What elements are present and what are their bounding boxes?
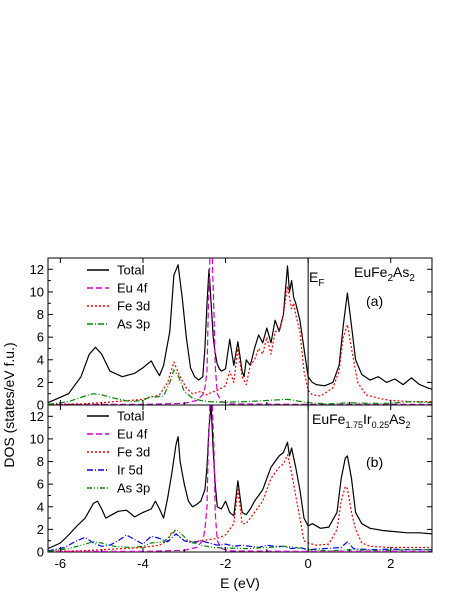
y-tick-label: 4 xyxy=(37,499,44,514)
series-line-as-3p xyxy=(48,528,432,552)
y-tick-label: 0 xyxy=(37,545,44,560)
y-tick-label: 8 xyxy=(37,307,44,322)
panel-b-label: (b) xyxy=(366,454,383,470)
y-tick-label: 10 xyxy=(30,431,44,446)
y-tick-label: 2 xyxy=(37,522,44,537)
legend-label-fe-3d: Fe 3d xyxy=(117,445,150,460)
series-line-ir-5d xyxy=(48,533,432,552)
y-tick-label: 12 xyxy=(30,262,44,277)
x-tick-label: 2 xyxy=(387,556,394,571)
y-tick-label: 6 xyxy=(37,477,44,492)
y-tick-label: 2 xyxy=(37,375,44,390)
x-axis-title: E (eV) xyxy=(220,575,260,591)
panel-a-frame xyxy=(47,257,433,406)
legend-label-eu-4f: Eu 4f xyxy=(117,427,148,442)
series-line-as-3p xyxy=(48,369,432,405)
legend-label-eu-4f: Eu 4f xyxy=(117,281,148,296)
y-tick-label: 0 xyxy=(37,398,44,413)
y-tick-label: 10 xyxy=(30,284,44,299)
panel-a-compound-label: EuFe2As2 xyxy=(354,264,415,284)
series-line-eu-4f xyxy=(48,405,432,552)
y-tick-label: 8 xyxy=(37,454,44,469)
legend-label-fe-3d: Fe 3d xyxy=(117,299,150,314)
x-tick-label: -2 xyxy=(220,556,232,571)
panel-b-axes: 0 2 4 6 8 10 12 -6 -4 -2 0 2 xyxy=(30,405,433,571)
fermi-level-label: EF xyxy=(309,269,324,289)
series-line-total xyxy=(48,264,432,404)
panel-b-compound-label: EuFe1.75Ir0.25As2 xyxy=(312,411,410,430)
panel-b-plot-area xyxy=(48,405,432,552)
series-line-total xyxy=(48,405,432,550)
legend-label-as-3p: As 3p xyxy=(117,481,150,496)
y-axis-title: DOS (states/eV f.u.) xyxy=(1,342,17,467)
legend-label-total: Total xyxy=(117,409,145,424)
x-tick-label: -6 xyxy=(55,556,67,571)
panel-a-legend: Total Eu 4f Fe 3d As 3p xyxy=(87,263,150,332)
x-tick-label: 0 xyxy=(305,556,312,571)
y-tick-label: 12 xyxy=(30,409,44,424)
y-tick-label: 6 xyxy=(37,330,44,345)
legend-label-ir-5d: Ir 5d xyxy=(117,463,143,478)
panel-a-plot-area xyxy=(48,258,432,405)
panel-b-frame xyxy=(47,404,433,553)
legend-label-as-3p: As 3p xyxy=(117,317,150,332)
legend-label-total: Total xyxy=(117,263,145,278)
panel-a-axes: 0 2 4 6 8 10 12 xyxy=(30,258,433,413)
panel-b-legend: Total Eu 4f Fe 3d Ir 5d As 3p xyxy=(87,409,150,496)
x-tick-label: -4 xyxy=(137,556,149,571)
y-tick-label: 4 xyxy=(37,352,44,367)
panel-a-label: (a) xyxy=(366,293,383,309)
